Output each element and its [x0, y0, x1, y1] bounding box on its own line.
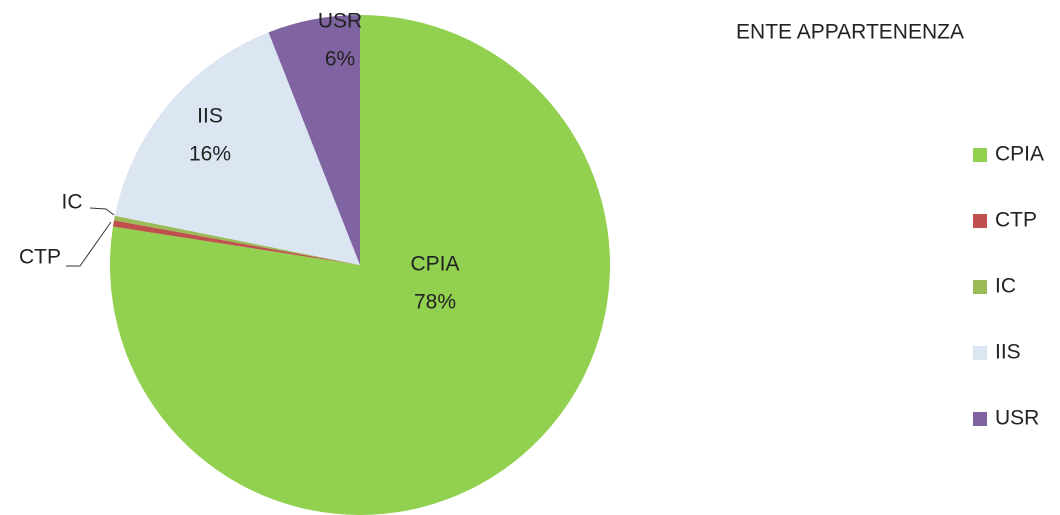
slice-label: IC	[62, 191, 83, 214]
legend-label: IC	[995, 275, 1016, 298]
legend-swatch	[973, 346, 987, 360]
legend-label: CPIA	[995, 143, 1044, 166]
slice-label: CPIA	[410, 253, 459, 276]
slice-value-label: 6%	[325, 48, 355, 71]
pie-slice	[112, 220, 361, 265]
pie-slice	[268, 15, 360, 265]
leader-line	[89, 207, 115, 216]
legend-label: IIS	[995, 341, 1021, 364]
slice-label: USR	[318, 10, 362, 33]
slice-value-label: 78%	[414, 291, 456, 314]
pie-slice	[114, 215, 361, 265]
pie	[110, 15, 611, 515]
slice-label: IIS	[197, 105, 223, 128]
legend-swatch	[973, 280, 987, 294]
legend-label: CTP	[995, 209, 1037, 232]
legend-swatch	[973, 148, 987, 162]
legend-label: USR	[995, 407, 1039, 430]
leader-line	[66, 221, 112, 267]
slice-label: CTP	[19, 246, 61, 269]
chart-title: ENTE APPARTENENZA	[736, 21, 964, 44]
slice-value-label: 16%	[189, 143, 231, 166]
pie-slice	[114, 32, 360, 265]
legend-swatch	[973, 214, 987, 228]
legend-swatch	[973, 412, 987, 426]
